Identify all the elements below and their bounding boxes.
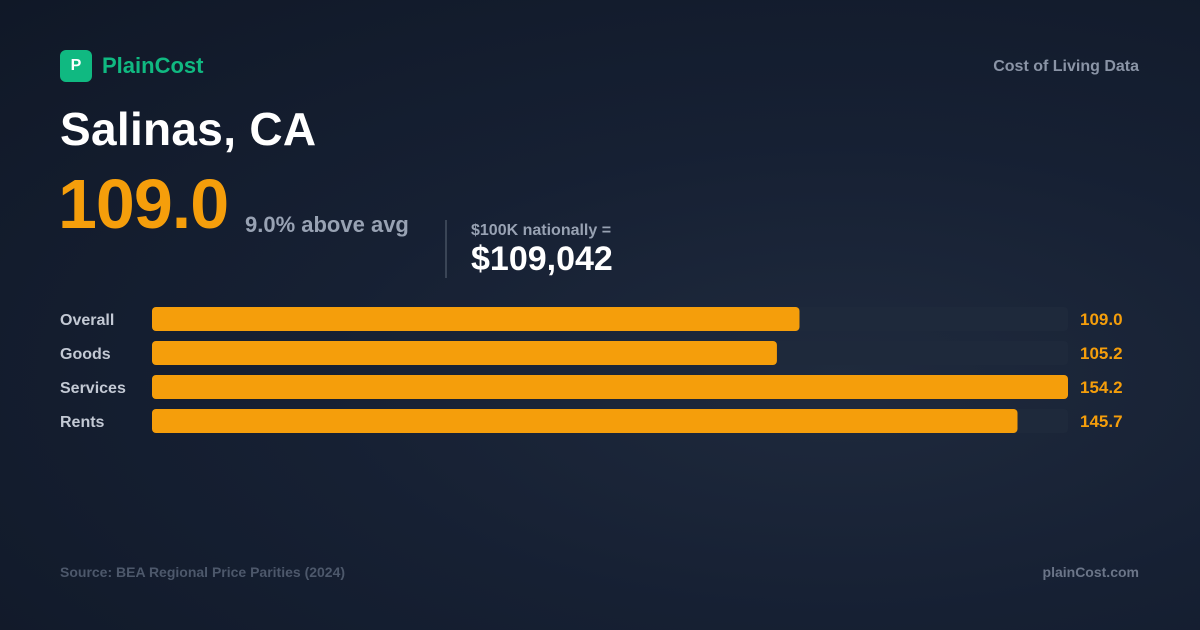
bar-value-goods: 105.2 — [1080, 344, 1123, 363]
overall-index-value: 109.0 — [58, 165, 229, 243]
site-url: plainCost.com — [1042, 564, 1139, 580]
equivalent-label: $100K nationally = — [471, 222, 612, 239]
bar-label-services: Services — [60, 380, 126, 397]
divider — [445, 220, 447, 278]
bar-value-rents: 145.7 — [1080, 412, 1123, 431]
bar-goods — [152, 341, 777, 365]
equivalent-value: $109,042 — [471, 240, 613, 278]
bar-label-goods: Goods — [60, 346, 111, 363]
site-tagline: Cost of Living Data — [993, 58, 1139, 75]
bar-label-overall: Overall — [60, 312, 114, 329]
bar-rents — [152, 409, 1018, 433]
bar-overall — [152, 307, 800, 331]
bar-label-rents: Rents — [60, 414, 105, 431]
bar-services — [152, 375, 1068, 399]
source-note: Source: BEA Regional Price Parities (202… — [60, 564, 346, 580]
city-title: Salinas, CA — [60, 103, 317, 155]
bar-value-services: 154.2 — [1080, 378, 1123, 397]
brand-logo: P PlainCost — [60, 50, 203, 82]
brand-name: PlainCost — [102, 53, 204, 78]
comparison-text: 9.0% above avg — [245, 212, 409, 237]
bar-value-overall: 109.0 — [1080, 310, 1123, 329]
logo-mark-icon: P — [60, 50, 92, 82]
